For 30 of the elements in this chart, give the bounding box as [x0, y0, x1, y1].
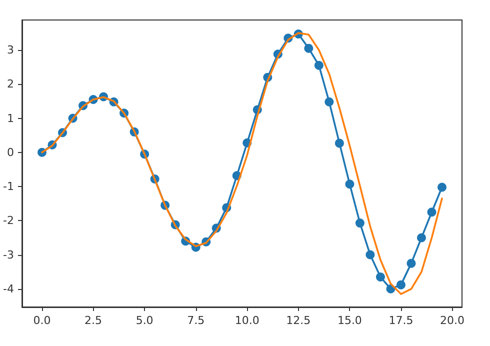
- y-tick-label: 1: [7, 112, 14, 125]
- x-tick-label: 17.5: [388, 314, 414, 327]
- point: [438, 182, 446, 192]
- x-tick-label: 2.5: [84, 314, 102, 327]
- y-tick-label: -2: [3, 214, 14, 228]
- y-tick-label: 0: [7, 146, 14, 159]
- x-tick-label: 7.5: [187, 314, 205, 327]
- point: [427, 208, 436, 217]
- point: [314, 60, 324, 70]
- point: [376, 272, 385, 282]
- point: [324, 97, 334, 106]
- point: [406, 258, 416, 268]
- y-tick-label: -1: [3, 180, 14, 194]
- point: [416, 233, 426, 242]
- x-tick-label: 5.0: [136, 314, 154, 327]
- point: [396, 280, 406, 290]
- point: [345, 180, 354, 189]
- point: [355, 218, 364, 228]
- x-tick-label: 0.0: [33, 314, 51, 327]
- point: [334, 138, 344, 148]
- x-tick-label: 20.0: [440, 314, 465, 327]
- x-tick-label: 12.5: [286, 314, 311, 327]
- y-tick-label: 3: [7, 44, 14, 57]
- point: [304, 44, 314, 53]
- y-tick-label: -4: [3, 282, 14, 296]
- x-tick-label: 10.0: [234, 314, 260, 327]
- y-tick-label: 2: [7, 78, 14, 91]
- y-tick-label: -3: [3, 248, 14, 262]
- point: [366, 250, 375, 260]
- x-tick-label: 15.0: [337, 314, 362, 327]
